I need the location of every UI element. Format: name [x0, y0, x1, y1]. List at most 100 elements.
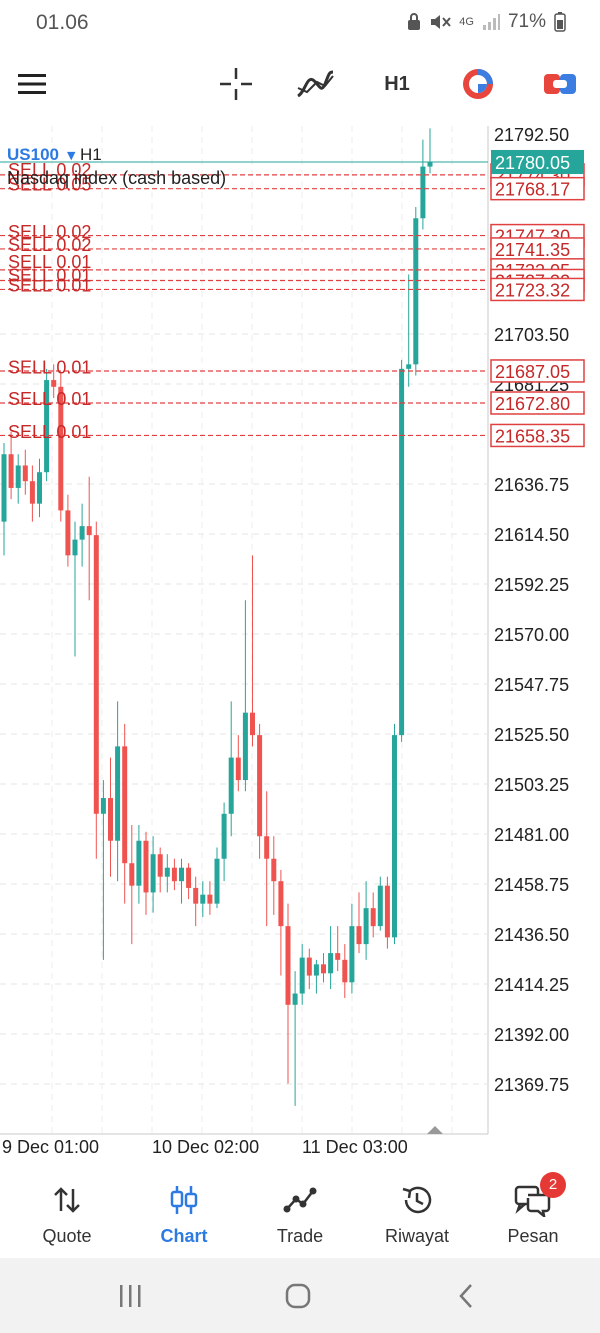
candle-body [22, 465, 28, 482]
candle-body [427, 162, 433, 167]
candle-body [221, 813, 227, 859]
candle-body [143, 840, 149, 893]
candle-body [44, 380, 50, 473]
history-icon [397, 1182, 437, 1218]
nav-quote-label: Quote [42, 1226, 92, 1246]
back-icon [459, 1284, 472, 1308]
nav-history-label: Riwayat [384, 1226, 450, 1246]
candle-body [228, 757, 234, 814]
candle-body [342, 959, 348, 983]
nav-messages[interactable]: 2 Pesan [478, 1170, 588, 1258]
price-axis-label: 21636.75 [494, 475, 569, 495]
time-axis-label: 9 Dec 01:00 [2, 1137, 99, 1157]
candle-body [65, 510, 71, 556]
candle-bullish [164, 854, 170, 893]
recent-apps-button[interactable] [112, 1280, 148, 1312]
battery-icon [554, 12, 566, 32]
candle-bullish [44, 368, 50, 482]
candle-bearish [108, 757, 113, 877]
order-price-box [490, 359, 585, 383]
bottom-nav: Quote Chart Trade Riwayat 2 Pesan [0, 1170, 600, 1258]
candle-bullish [377, 876, 383, 931]
candle-bearish [271, 836, 277, 915]
chart-description: Nasdaq index (cash based) [7, 168, 226, 188]
candle-body [392, 735, 397, 938]
price-chart[interactable]: 21792.50 21703.50 21681.25 21636.75 21614.50… [0, 126, 600, 1166]
price-axis-label: 21481.00 [494, 825, 569, 845]
candle-body [186, 867, 192, 888]
price-axis-label: 21703.50 [494, 325, 569, 345]
nav-trade[interactable]: Trade [245, 1170, 355, 1258]
order-price-box [490, 277, 585, 302]
order-price-tag: 21768.17 [490, 176, 585, 201]
candle-body [370, 908, 376, 927]
nav-quote[interactable]: Quote [12, 1170, 122, 1258]
candle-body [377, 885, 383, 927]
candle-body [250, 712, 255, 736]
order-price-tag: 21658.35 [490, 423, 585, 448]
chart-icon [164, 1182, 204, 1218]
home-button[interactable] [280, 1280, 316, 1312]
system-navigation-bar [0, 1258, 600, 1333]
candle-bearish [207, 881, 213, 915]
candle-bullish [15, 454, 21, 504]
candle-bullish [363, 881, 369, 960]
candle-body [321, 964, 326, 974]
candle-bearish [370, 892, 376, 938]
one-click-trading-button[interactable] [540, 64, 580, 104]
price-axis-label: 21792.50 [494, 126, 569, 145]
order-price-box [490, 391, 585, 415]
chart-toolbar: H1 [0, 46, 600, 126]
candle-body [399, 368, 405, 736]
candle-bullish [37, 458, 42, 518]
chart-canvas[interactable]: 21792.5021703.5021681.2521636.7521614.50… [0, 126, 600, 1166]
chart-shift-icon [427, 1126, 443, 1134]
order-label: SELL 0.01 [8, 358, 91, 378]
candle-bearish [193, 876, 199, 927]
mute-icon [431, 15, 452, 29]
candle-bearish [264, 791, 270, 927]
nav-chart[interactable]: Chart [129, 1170, 239, 1258]
price-axis-label: 21592.25 [494, 575, 569, 595]
lock-icon [408, 13, 421, 30]
candle-bearish [335, 926, 341, 972]
candle-body [136, 840, 142, 886]
candle-body [115, 746, 121, 841]
templates-icon [463, 69, 493, 99]
candle-body [157, 854, 163, 877]
one-click-trading-icon [544, 74, 576, 94]
candle-bearish [278, 869, 284, 976]
price-axis-label: 21503.25 [494, 775, 569, 795]
candle-bullish [79, 503, 85, 567]
order-label: SELL 0.05 [8, 175, 91, 195]
order-price-box [490, 423, 585, 448]
candle-body [179, 867, 184, 882]
order-label: SELL 0.01 [8, 389, 91, 409]
order-label: SELL 0.01 [8, 422, 91, 442]
candle-body [299, 957, 305, 994]
candle-body [363, 908, 369, 945]
timeframe-button[interactable]: H1 [376, 64, 418, 104]
menu-button[interactable] [14, 64, 50, 104]
candle-bearish [285, 903, 291, 1084]
candle-body [129, 863, 135, 886]
indicators-button[interactable] [294, 64, 336, 104]
candle-bearish [250, 555, 255, 747]
nav-history[interactable]: Riwayat [362, 1170, 472, 1258]
crosshair-button[interactable] [216, 64, 256, 104]
candle-body [171, 867, 177, 882]
candle-body [413, 218, 419, 365]
price-axis-label: 21414.25 [494, 975, 569, 995]
chart-timeframe: H1 [80, 145, 102, 164]
back-button[interactable] [448, 1280, 484, 1312]
nav-trade-label: Trade [276, 1226, 324, 1246]
price-axis-label: 21614.50 [494, 525, 569, 545]
network-type: 4G [459, 15, 474, 28]
quote-icon [47, 1182, 87, 1218]
candle-bearish [93, 521, 99, 859]
candle-body [235, 757, 241, 781]
candle-bearish [22, 449, 28, 495]
signal-icon [482, 14, 500, 30]
templates-button[interactable] [458, 64, 498, 104]
candle-bearish [384, 876, 390, 949]
